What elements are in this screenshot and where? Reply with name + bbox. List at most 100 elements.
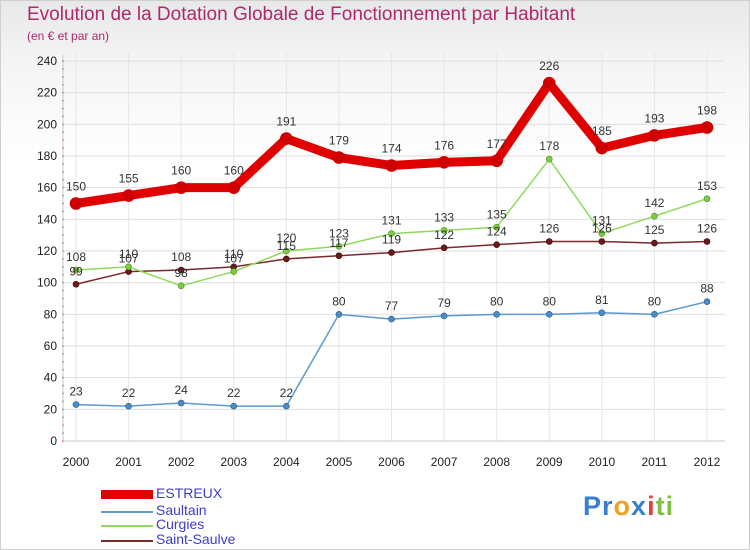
chart-title: Evolution de la Dotation Globale de Fonc… — [27, 4, 576, 25]
data-point-saint-saulve-2011 — [651, 239, 658, 247]
data-point-saint-saulve-2004 — [283, 255, 290, 263]
legend-label-saultain: Saultain — [156, 502, 207, 518]
proxiti-logo: Proxiti — [583, 491, 675, 521]
data-label-curgies-2006: 131 — [381, 214, 401, 228]
data-label-saint-saulve-2006: 119 — [382, 233, 401, 247]
data-label-saint-saulve-2002: 108 — [171, 250, 191, 264]
y-tick-label-200: 200 — [37, 117, 57, 131]
x-tick-label-2012: 2012 — [694, 455, 721, 469]
data-label-saultain-2002: 24 — [174, 383, 188, 397]
data-label-curgies-2003: 107 — [224, 252, 244, 266]
data-label-curgies-2005: 123 — [329, 226, 349, 240]
x-tick-label-2011: 2011 — [642, 455, 668, 469]
data-label-saint-saulve-2010: 126 — [592, 222, 612, 236]
x-tick-label-2002: 2002 — [168, 455, 195, 469]
data-label-estreux-2006: 174 — [381, 142, 401, 156]
data-label-estreux-2010: 185 — [592, 124, 612, 138]
data-label-curgies-2000: 108 — [66, 250, 86, 264]
data-label-estreux-2002: 160 — [171, 164, 191, 178]
data-label-saultain-2012: 88 — [700, 282, 714, 296]
data-point-curgies-2010 — [598, 230, 606, 237]
data-point-saint-saulve-2002 — [177, 266, 185, 274]
data-label-saultain-2003: 22 — [227, 386, 241, 400]
y-tick-label-160: 160 — [37, 181, 57, 195]
x-tick-label-2004: 2004 — [273, 455, 300, 469]
data-label-saultain-2000: 23 — [69, 385, 83, 399]
data-label-saint-saulve-2011: 125 — [644, 223, 664, 237]
x-tick-label-2003: 2003 — [220, 455, 247, 469]
data-label-curgies-2002: 98 — [174, 266, 188, 280]
data-point-saultain-2007 — [440, 312, 448, 320]
data-label-saultain-2001: 22 — [122, 386, 136, 400]
data-label-saultain-2008: 80 — [490, 294, 504, 308]
legend-swatch-saint-saulve — [101, 540, 153, 542]
data-point-saultain-2006 — [388, 315, 395, 323]
data-point-estreux-2002 — [174, 181, 188, 194]
data-point-curgies-2003 — [230, 268, 238, 275]
y-tick-label-20: 20 — [44, 402, 58, 416]
data-label-curgies-2011: 142 — [644, 196, 664, 210]
data-point-saint-saulve-2006 — [388, 249, 395, 256]
data-point-estreux-2005 — [332, 151, 346, 164]
data-label-saultain-2011: 80 — [648, 294, 662, 308]
data-point-estreux-2000 — [69, 197, 83, 210]
data-label-curgies-2001: 110 — [119, 247, 138, 261]
data-point-saultain-2005 — [335, 311, 343, 318]
data-label-saint-saulve-2000: 99 — [69, 264, 83, 278]
chart-subtitle: (en € et par an) — [27, 29, 110, 43]
data-label-saultain-2009: 80 — [543, 294, 557, 308]
y-tick-label-60: 60 — [44, 339, 58, 353]
y-tick-label-40: 40 — [44, 371, 58, 385]
legend-label-saint-saulve: Saint-Saulve — [156, 531, 236, 547]
legend-swatch-estreux — [101, 490, 153, 499]
data-point-estreux-2001 — [122, 189, 135, 202]
data-point-curgies-2009 — [545, 155, 553, 163]
data-label-curgies-2007: 133 — [434, 210, 454, 224]
data-point-saint-saulve-2008 — [493, 241, 500, 248]
data-point-curgies-2011 — [651, 212, 658, 220]
data-label-estreux-2000: 150 — [66, 180, 86, 194]
data-point-curgies-2012 — [703, 195, 711, 203]
x-tick-label-2007: 2007 — [431, 455, 458, 469]
data-point-saultain-2004 — [283, 402, 290, 410]
x-tick-label-2000: 2000 — [63, 455, 90, 469]
data-label-saint-saulve-2004: 115 — [277, 239, 296, 253]
data-point-estreux-2003 — [227, 181, 241, 194]
data-label-saint-saulve-2009: 126 — [539, 222, 559, 236]
y-tick-label-180: 180 — [37, 149, 57, 163]
data-label-estreux-2007: 176 — [434, 138, 454, 152]
data-label-saint-saulve-2005: 117 — [329, 236, 348, 250]
y-tick-label-240: 240 — [37, 54, 57, 68]
data-point-estreux-2012 — [700, 121, 714, 134]
data-point-estreux-2011 — [648, 129, 661, 142]
y-tick-label-80: 80 — [44, 307, 58, 321]
legend-item-saultain: Saultain — [101, 502, 301, 520]
x-tick-label-2006: 2006 — [378, 455, 405, 469]
data-label-estreux-2011: 193 — [644, 111, 664, 125]
y-tick-label-100: 100 — [37, 276, 57, 290]
data-label-estreux-2004: 191 — [276, 115, 296, 129]
data-point-curgies-2004 — [283, 247, 290, 255]
legend-label-estreux: ESTREUX — [156, 485, 223, 501]
data-point-saultain-2008 — [493, 311, 500, 318]
data-label-curgies-2009: 178 — [539, 139, 559, 153]
data-point-saultain-2001 — [125, 402, 132, 410]
data-point-curgies-2007 — [440, 227, 448, 234]
data-point-estreux-2009 — [542, 76, 556, 90]
y-tick-label-220: 220 — [37, 86, 57, 100]
data-point-saultain-2009 — [545, 311, 553, 318]
data-point-saultain-2010 — [598, 309, 606, 317]
data-label-curgies-2010: 131 — [592, 214, 612, 228]
data-point-saint-saulve-2005 — [335, 252, 343, 260]
y-tick-label-140: 140 — [37, 212, 57, 226]
legend-item-curgies: Curgies — [101, 516, 301, 534]
data-point-saultain-2000 — [72, 401, 80, 408]
y-tick-label-0: 0 — [50, 434, 57, 448]
legend-item-estreux: ESTREUX — [101, 485, 301, 503]
data-label-estreux-2003: 160 — [224, 164, 244, 178]
data-point-saint-saulve-2010 — [598, 238, 606, 245]
data-label-saint-saulve-2008: 124 — [487, 225, 507, 239]
data-point-saultain-2003 — [230, 402, 238, 410]
data-point-curgies-2000 — [72, 266, 80, 274]
